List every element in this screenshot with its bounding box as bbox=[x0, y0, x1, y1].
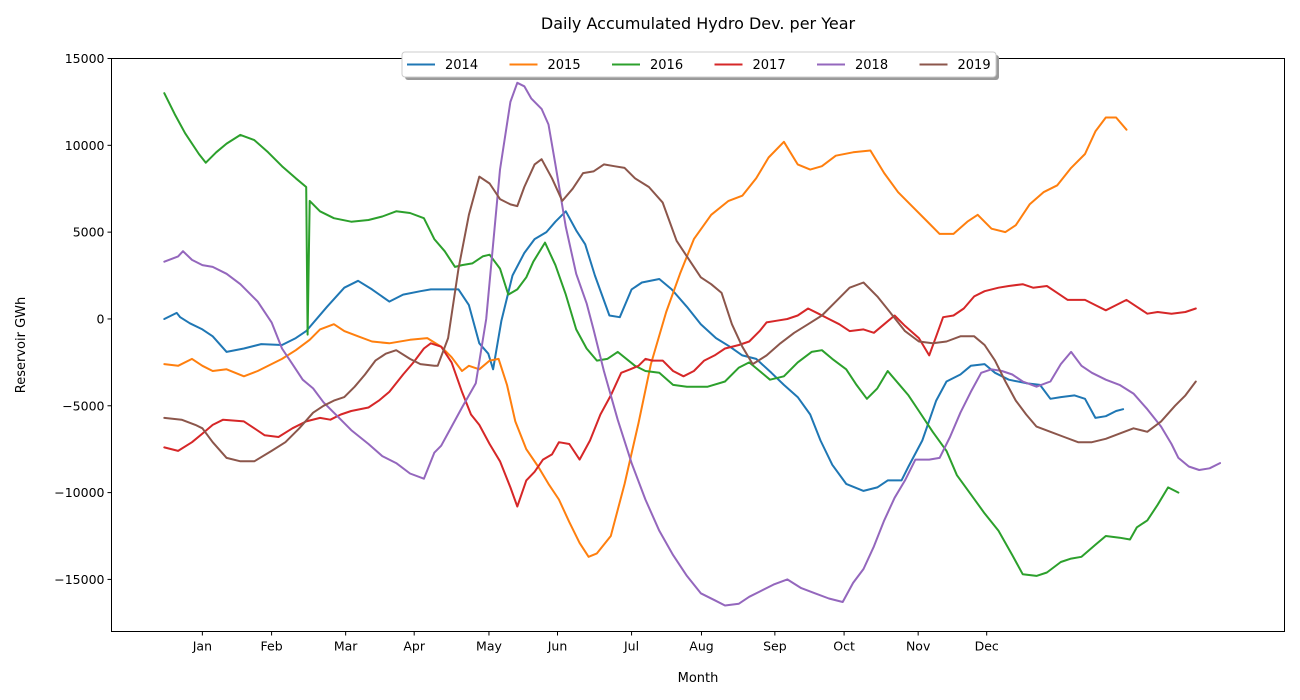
series-line-2016 bbox=[163, 92, 1180, 577]
x-axis-ticks: Jan Feb Mar Apr May Jun Jul Aug Sep Oct Nov Dec bbox=[192, 631, 999, 654]
y-tick-label: 15000 bbox=[65, 51, 105, 66]
x-tick-label: May bbox=[476, 639, 502, 654]
y-tick-label: −15000 bbox=[54, 572, 104, 587]
legend-label-2015: 2015 bbox=[548, 58, 581, 73]
plot-lines bbox=[163, 81, 1221, 607]
series-line-2018 bbox=[163, 81, 1221, 607]
legend: 2014 2015 2016 2017 2018 2019 bbox=[401, 51, 999, 80]
chart-title: Daily Accumulated Hydro Dev. per Year bbox=[541, 14, 856, 33]
x-tick-label: Sep bbox=[763, 639, 787, 654]
legend-label-2019: 2019 bbox=[958, 58, 991, 73]
legend-box bbox=[401, 51, 997, 78]
y-tick-label: 5000 bbox=[73, 225, 105, 240]
y-axis-label: Reservoir GWh bbox=[14, 297, 29, 393]
x-tick-label: Jun bbox=[547, 639, 568, 654]
series-line-2019 bbox=[163, 158, 1197, 463]
x-tick-label: Feb bbox=[261, 639, 283, 654]
y-tick-label: 0 bbox=[97, 311, 105, 326]
x-tick-label: Nov bbox=[906, 639, 931, 654]
legend-label-2014: 2014 bbox=[445, 58, 478, 73]
x-axis-label: Month bbox=[678, 671, 719, 686]
series-line-2017 bbox=[163, 283, 1197, 508]
x-tick-label: Jul bbox=[623, 639, 639, 654]
x-tick-label: Apr bbox=[403, 639, 425, 654]
y-tick-label: −5000 bbox=[62, 398, 104, 413]
legend-label-2017: 2017 bbox=[753, 58, 786, 73]
legend-label-2016: 2016 bbox=[650, 58, 683, 73]
y-axis-ticks: 15000 10000 5000 0 −5000 −10000 −15000 bbox=[54, 51, 112, 587]
x-tick-label: Aug bbox=[689, 639, 713, 654]
x-tick-label: Oct bbox=[833, 639, 855, 654]
y-tick-label: −10000 bbox=[54, 485, 104, 500]
x-tick-label: Mar bbox=[334, 639, 358, 654]
x-tick-label: Dec bbox=[975, 639, 999, 654]
series-line-2014 bbox=[163, 210, 1125, 492]
series-line-2015 bbox=[163, 116, 1128, 558]
x-tick-label: Jan bbox=[192, 639, 212, 654]
y-tick-label: 10000 bbox=[65, 138, 105, 153]
legend-label-2018: 2018 bbox=[855, 58, 888, 73]
